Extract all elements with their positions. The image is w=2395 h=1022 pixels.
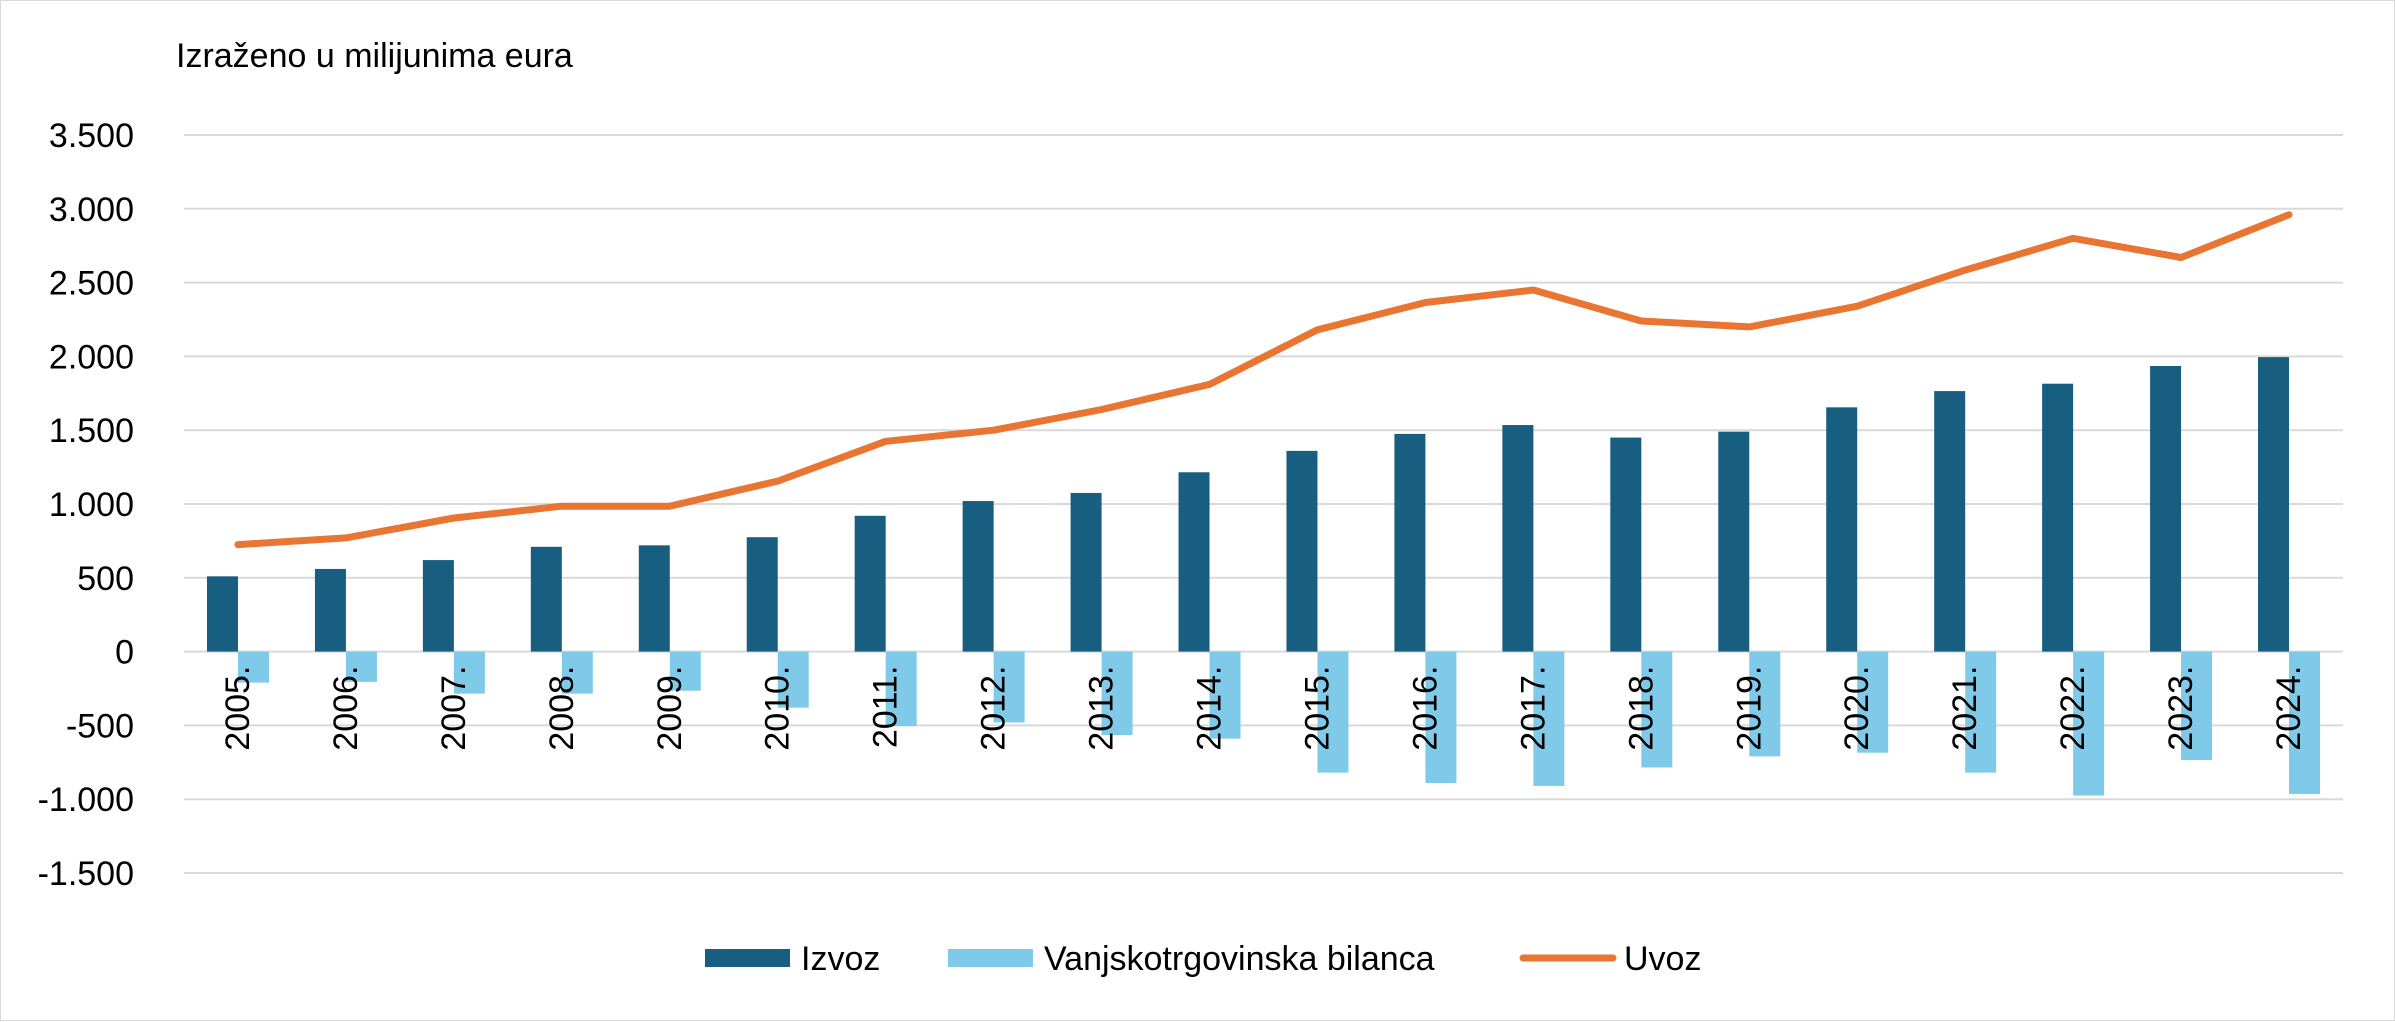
bar-bilanca: [669, 651, 701, 691]
bar-izvoz: [206, 576, 238, 652]
x-category-label: 2018.: [1622, 666, 1660, 751]
y-tick-label: 1.500: [49, 412, 134, 450]
x-category-label: 2008.: [543, 666, 581, 751]
x-category-label: 2005.: [219, 666, 257, 751]
y-tick-label: 0: [115, 634, 134, 672]
x-category-label: 2009.: [651, 666, 689, 751]
y-tick-label: 3.000: [49, 191, 134, 229]
bar-bilanca: [2181, 651, 2213, 761]
bar-izvoz: [1394, 433, 1426, 652]
x-category-label: 2014.: [1191, 666, 1229, 751]
legend-label-izvoz: Izvoz: [801, 940, 880, 978]
bar-bilanca: [1209, 651, 1241, 739]
bar-izvoz: [1178, 472, 1210, 652]
x-category-label: 2020.: [1838, 666, 1876, 751]
y-tick-label: 500: [77, 560, 134, 598]
bar-izvoz: [962, 501, 994, 652]
x-category-label: 2021.: [1946, 666, 1984, 751]
bar-izvoz: [2042, 383, 2074, 652]
y-tick-label: 2.500: [49, 265, 134, 303]
y-tick-label: -1.500: [38, 855, 134, 893]
y-axis-ticks: 3.500 3.000 2.500 2.000 1.500 1.000 500 0 -500 -1…: [38, 117, 134, 893]
x-category-label: 2006.: [327, 666, 365, 751]
bar-izvoz: [530, 546, 562, 652]
y-tick-label: 3.500: [49, 117, 134, 155]
bar-bilanca: [1749, 651, 1781, 757]
line-uvoz: [234, 211, 2293, 549]
bar-izvoz: [2150, 365, 2182, 652]
bar-bilanca: [1425, 651, 1457, 783]
x-category-label: 2012.: [975, 666, 1013, 751]
x-category-label: 2023.: [2162, 666, 2200, 751]
x-category-label: 2019.: [1730, 666, 1768, 751]
bar-bilanca: [1641, 651, 1673, 768]
x-category-label: 2017.: [1514, 666, 1552, 751]
x-category-label: 2022.: [2054, 666, 2092, 751]
bar-izvoz: [1070, 492, 1102, 652]
bar-bilanca: [2289, 651, 2321, 795]
bar-izvoz: [854, 515, 886, 652]
bar-izvoz: [1826, 407, 1858, 652]
y-tick-label: 1.000: [49, 486, 134, 524]
bar-bilanca: [1101, 651, 1133, 735]
bar-bilanca: [561, 651, 593, 694]
bar-bilanca: [993, 651, 1025, 723]
bar-izvoz: [746, 537, 778, 652]
bar-izvoz: [314, 568, 346, 652]
bar-izvoz: [638, 545, 670, 652]
bar-izvoz: [1286, 450, 1318, 652]
bar-bilanca: [885, 651, 917, 727]
bar-izvoz: [1934, 391, 1966, 652]
y-tick-label: -500: [66, 707, 134, 745]
bar-izvoz: [1502, 425, 1534, 652]
x-category-label: 2007.: [435, 666, 473, 751]
bar-izvoz: [1610, 437, 1642, 652]
unit-label: Izraženo u milijunima eura: [176, 37, 573, 75]
legend-swatch-bilanca: [948, 949, 1033, 967]
bar-bilanca: [1317, 651, 1349, 773]
bar-bilanca: [453, 651, 485, 694]
x-category-label: 2015.: [1298, 666, 1336, 751]
y-tick-label: -1.000: [38, 781, 134, 819]
bar-bilanca: [777, 651, 809, 708]
legend-label-bilanca: Vanjskotrgovinska bilanca: [1044, 940, 1435, 978]
x-category-label: 2013.: [1083, 666, 1121, 751]
bar-izvoz: [422, 560, 454, 652]
category-labels: 2005. 2006. 2007. 2008. 2009. 2010. 2011. 2012.…: [219, 666, 2308, 751]
bar-bilanca: [1857, 651, 1889, 753]
x-category-label: 2016.: [1406, 666, 1444, 751]
gridlines: [184, 134, 2343, 874]
x-category-label: 2010.: [759, 666, 797, 751]
bar-izvoz: [1718, 431, 1750, 652]
legend-swatch-izvoz: [705, 949, 790, 967]
bars: [206, 357, 2321, 796]
bar-bilanca: [2073, 651, 2105, 796]
bar-izvoz: [2258, 357, 2290, 652]
x-category-label: 2024.: [2270, 666, 2308, 751]
import-line: [234, 211, 2293, 549]
legend: Izvoz Vanjskotrgovinska bilanca Uvoz: [705, 940, 1701, 978]
bar-bilanca: [345, 651, 377, 682]
legend-label-uvoz: Uvoz: [1624, 940, 1701, 978]
bar-bilanca: [1965, 651, 1997, 773]
y-tick-label: 2.000: [49, 338, 134, 376]
bar-bilanca: [237, 651, 269, 683]
bar-bilanca: [1533, 651, 1565, 786]
x-category-label: 2011.: [867, 666, 905, 749]
